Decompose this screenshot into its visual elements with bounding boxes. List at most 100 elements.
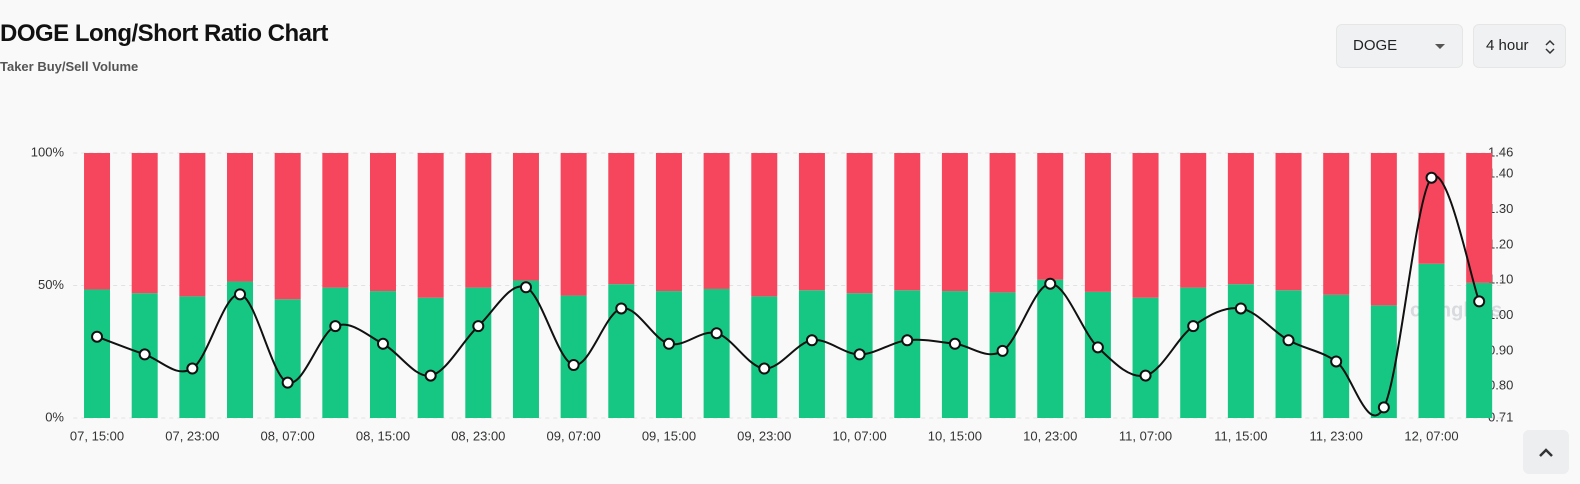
ratio-point xyxy=(1425,171,1438,184)
bar-segment xyxy=(894,153,921,291)
ratio-point xyxy=(710,327,723,340)
bar-segment xyxy=(941,291,968,418)
watermark: coinglass xyxy=(1410,299,1502,321)
y2-tick-label: 0.71 xyxy=(1488,409,1513,424)
ratio-point xyxy=(805,334,818,347)
ratio-point xyxy=(1473,295,1486,308)
bar-segment xyxy=(1227,153,1254,285)
bar-segment xyxy=(1180,287,1207,418)
y2-tick-label: 1.46 xyxy=(1488,144,1513,159)
y-tick-label: 0% xyxy=(45,409,64,424)
x-tick-label: 08, 23:00 xyxy=(451,428,505,443)
bar-segment xyxy=(227,153,254,282)
bar-segment xyxy=(179,296,206,418)
bar-segment xyxy=(274,299,301,418)
bar-segment xyxy=(560,295,587,418)
bar-segment xyxy=(1370,305,1397,418)
y2-tick-label: 0.80 xyxy=(1488,378,1513,393)
bar-segment xyxy=(179,153,206,297)
bar-segment xyxy=(1323,153,1350,295)
bar-segment xyxy=(703,288,730,418)
bar-segment xyxy=(227,281,254,418)
bar-segment xyxy=(703,153,730,289)
ratio-point xyxy=(1091,341,1104,354)
y2-tick-label: 1.30 xyxy=(1488,201,1513,216)
bar-segment xyxy=(894,290,921,418)
ratio-point xyxy=(1044,277,1057,290)
x-tick-label: 10, 15:00 xyxy=(928,428,982,443)
symbol-value: DOGE xyxy=(1353,37,1398,54)
x-tick-label: 07, 23:00 xyxy=(165,428,219,443)
x-tick-label: 09, 07:00 xyxy=(547,428,601,443)
bar-segment xyxy=(941,153,968,292)
ratio-point xyxy=(901,334,914,347)
bar-segment xyxy=(84,153,111,290)
ratio-point xyxy=(1282,334,1295,347)
bar-segment xyxy=(1084,153,1111,292)
y2-tick-label: 1.20 xyxy=(1488,236,1513,251)
ratio-point xyxy=(662,337,675,350)
bar-segment xyxy=(655,291,682,418)
ratio-point xyxy=(615,302,628,315)
x-tick-label: 07, 15:00 xyxy=(70,428,124,443)
bar-segment xyxy=(417,297,444,418)
bar-segment xyxy=(1037,279,1064,418)
bar-segment xyxy=(274,153,301,300)
ratio-point xyxy=(1234,302,1247,315)
ratio-point xyxy=(91,330,104,343)
bar-segment xyxy=(1132,297,1159,418)
ratio-point xyxy=(1139,369,1152,382)
x-tick-label: 10, 23:00 xyxy=(1023,428,1077,443)
x-tick-label: 10, 07:00 xyxy=(832,428,886,443)
bar-segment xyxy=(798,290,825,418)
ratio-point xyxy=(758,362,771,375)
interval-value: 4 hour xyxy=(1486,37,1529,54)
ratio-point xyxy=(234,288,247,301)
ratio-point xyxy=(1377,401,1390,414)
bar-segment xyxy=(322,153,349,288)
bar-segment xyxy=(1180,153,1207,288)
ratio-point xyxy=(424,369,437,382)
bar-segment xyxy=(608,153,635,285)
up-icon xyxy=(1539,448,1553,457)
x-tick-label: 11, 15:00 xyxy=(1214,428,1267,443)
bar-segment xyxy=(846,153,873,294)
bar-segment xyxy=(131,293,158,418)
y-tick-label: 100% xyxy=(31,144,65,159)
x-tick-label: 08, 07:00 xyxy=(261,428,315,443)
scroll-top-button[interactable] xyxy=(1523,430,1569,474)
bar-segment xyxy=(1466,282,1493,418)
bar-segment xyxy=(1037,153,1064,280)
y2-tick-label: 1.40 xyxy=(1488,166,1513,181)
bar-segment xyxy=(1275,290,1302,418)
bar-segment xyxy=(84,289,111,418)
bar-segment xyxy=(369,291,396,418)
x-tick-label: 12, 07:00 xyxy=(1404,428,1458,443)
caret xyxy=(1435,44,1445,49)
interval-dropdown[interactable]: 4 hour xyxy=(1473,24,1566,68)
bar-segment xyxy=(798,153,825,291)
page-title: DOGE Long/Short Ratio Chart xyxy=(0,20,328,47)
x-tick-label: 11, 07:00 xyxy=(1119,428,1172,443)
bar-segment xyxy=(751,296,778,418)
y-tick-label: 50% xyxy=(38,277,64,292)
ratio-point xyxy=(281,376,294,389)
bar-segment xyxy=(465,153,492,288)
bar-segment xyxy=(322,287,349,418)
x-tick-label: 09, 15:00 xyxy=(642,428,696,443)
ratio-point xyxy=(519,281,532,294)
bar-segment xyxy=(560,153,587,296)
symbol-dropdown[interactable]: DOGE xyxy=(1336,24,1463,68)
bar-segment xyxy=(512,280,539,418)
bar-segment xyxy=(1418,153,1445,264)
y2-tick-label: 1.10 xyxy=(1488,272,1513,287)
ratio-point xyxy=(1187,320,1200,333)
bar-segment xyxy=(465,287,492,418)
bar-segment xyxy=(417,153,444,298)
bar-segment xyxy=(989,292,1016,418)
bar-segment xyxy=(608,284,635,418)
bar-segment xyxy=(131,153,158,294)
bar-segment xyxy=(1418,263,1445,418)
